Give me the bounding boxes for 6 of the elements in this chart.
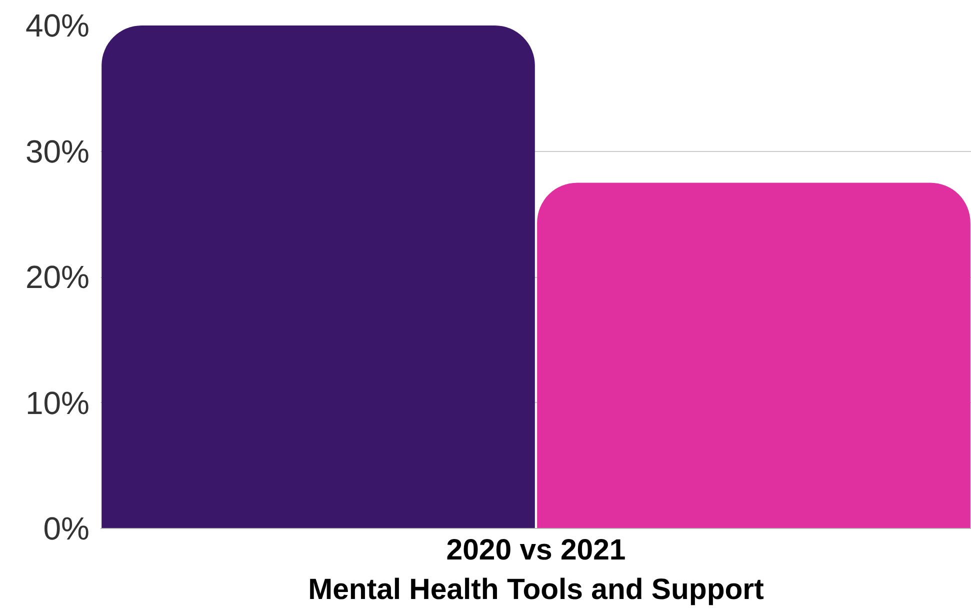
y-tick-label: 40% [25, 8, 90, 44]
y-tick-label: 0% [43, 510, 90, 546]
x-axis-title: 2020 vs 2021 Mental Health Tools and Support [308, 534, 764, 606]
y-tick-label: 20% [25, 259, 90, 295]
y-tick-label: 30% [25, 133, 90, 170]
y-tick-label: 10% [25, 384, 90, 421]
